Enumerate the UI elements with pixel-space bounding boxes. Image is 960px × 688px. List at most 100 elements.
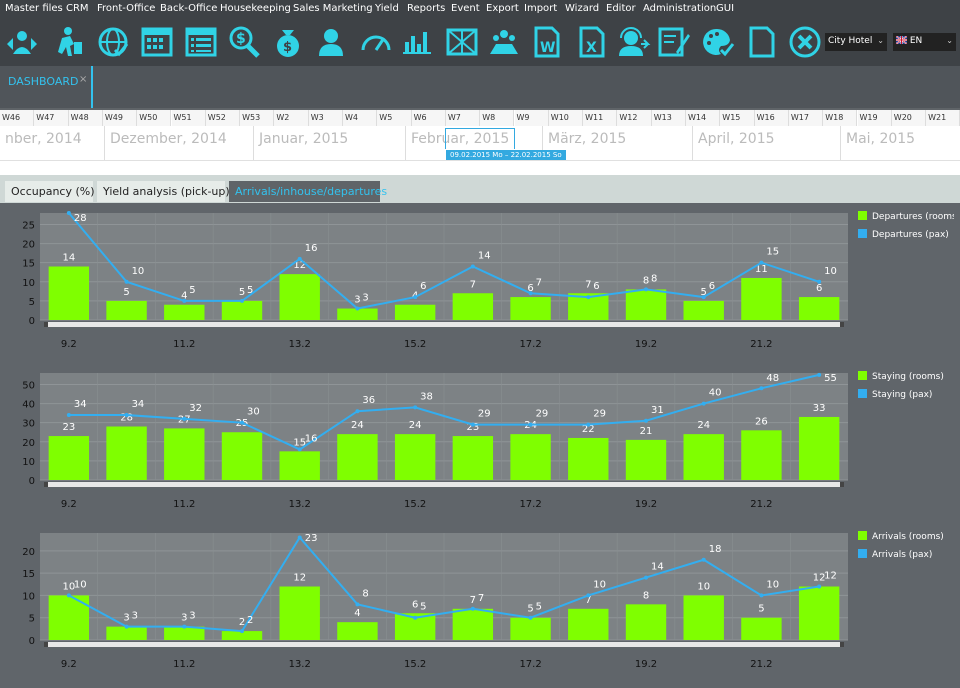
bar[interactable] [106, 426, 147, 481]
tab-dashboard[interactable]: DASHBOARD × [0, 66, 93, 108]
line-point[interactable] [124, 279, 129, 284]
departure-walker-button[interactable] [50, 24, 86, 60]
line-point[interactable] [413, 405, 418, 410]
line-point[interactable] [240, 420, 244, 425]
line-point[interactable] [528, 422, 533, 427]
tab-yield-analysis[interactable]: Yield analysis (pick-up) [97, 181, 230, 202]
line-point[interactable] [817, 584, 822, 589]
tab-arrivals-inhouse-departures[interactable]: Arrivals/inhouse/departures [229, 181, 387, 202]
bar[interactable] [625, 604, 667, 640]
week-cell[interactable]: W17 [788, 110, 824, 126]
chart-scrollbar[interactable] [44, 642, 844, 647]
line-point[interactable] [586, 422, 591, 427]
menu-import[interactable]: Import [524, 3, 558, 14]
week-cell[interactable]: W11 [583, 110, 618, 126]
line-point[interactable] [297, 535, 302, 540]
bar[interactable] [798, 297, 840, 320]
bar[interactable] [798, 416, 840, 480]
week-cell[interactable]: W20 [891, 110, 927, 126]
week-cell[interactable]: W14 [686, 110, 721, 126]
week-cell[interactable]: W46 [0, 110, 35, 126]
bar[interactable] [568, 437, 609, 480]
week-cell[interactable]: W50 [137, 110, 172, 126]
bar[interactable] [221, 432, 263, 480]
bar[interactable] [510, 434, 551, 480]
bar[interactable] [221, 300, 263, 320]
bar[interactable] [452, 436, 494, 480]
legend-label[interactable]: Arrivals (pax) [872, 550, 932, 560]
menu-front-office[interactable]: Front-Office [97, 3, 156, 14]
week-cell[interactable]: W51 [171, 110, 206, 126]
gauge-button[interactable] [358, 24, 394, 60]
week-cell[interactable]: W10 [548, 110, 584, 126]
line-point[interactable] [817, 372, 822, 377]
line-point[interactable] [124, 413, 129, 418]
line-point[interactable] [759, 593, 764, 598]
money-search-button[interactable]: $ [226, 24, 262, 60]
bar[interactable] [510, 297, 551, 320]
menu-editor[interactable]: Editor [606, 3, 636, 14]
scroll-handle-right[interactable] [840, 322, 844, 327]
word-document-button[interactable]: W [528, 24, 564, 60]
support-headset-button[interactable] [615, 24, 651, 60]
bar[interactable] [164, 304, 205, 320]
bar[interactable] [337, 622, 378, 640]
list-window-button[interactable] [183, 24, 219, 60]
line-point[interactable] [470, 264, 475, 269]
bar[interactable] [106, 300, 147, 320]
selected-range-handle[interactable] [445, 128, 515, 149]
line-point[interactable] [355, 409, 360, 414]
week-cell[interactable]: W16 [754, 110, 789, 126]
bar[interactable] [279, 274, 320, 320]
line-point[interactable] [586, 295, 591, 300]
line-point[interactable] [66, 413, 71, 418]
line-point[interactable] [817, 279, 822, 284]
line-point[interactable] [644, 575, 648, 580]
bar[interactable] [279, 586, 320, 641]
menu-sales-marketing[interactable]: Sales Marketing [293, 3, 373, 14]
hotel-select[interactable]: City Hotel ⌄ [825, 33, 887, 51]
week-cell[interactable]: W48 [68, 110, 103, 126]
bar[interactable] [683, 300, 724, 320]
edit-form-button[interactable] [656, 24, 692, 60]
legend-label[interactable]: Arrivals (rooms) [872, 532, 944, 542]
palette-check-button[interactable] [699, 24, 735, 60]
line-point[interactable] [528, 615, 533, 620]
scroll-handle-right[interactable] [840, 482, 844, 487]
line-point[interactable] [759, 260, 764, 265]
week-cell[interactable]: W7 [445, 110, 481, 126]
week-cell[interactable]: W4 [343, 110, 378, 126]
bar[interactable] [741, 617, 782, 640]
bar[interactable] [106, 626, 147, 640]
bar[interactable] [510, 617, 551, 640]
line-point[interactable] [701, 401, 706, 406]
line-point[interactable] [528, 291, 533, 296]
line-point[interactable] [355, 306, 360, 311]
week-cell[interactable]: W19 [857, 110, 892, 126]
bar[interactable] [48, 436, 90, 480]
bar[interactable] [683, 595, 724, 640]
bar[interactable] [164, 428, 205, 480]
timeline-navigator[interactable]: W46 W47 W48 W49 W50 W51 W52 W53 W2 W3 W4 W5 W6 W7 W8 W9… [0, 110, 960, 175]
menu-wizard[interactable]: Wizard [565, 3, 600, 14]
week-cell[interactable]: W6 [411, 110, 446, 126]
line-point[interactable] [644, 418, 648, 423]
guest-arrival-button[interactable] [4, 24, 40, 60]
bar[interactable] [452, 608, 494, 640]
money-bag-button[interactable]: $ [270, 24, 306, 60]
bar[interactable] [337, 434, 378, 480]
bar[interactable] [279, 451, 320, 480]
week-cell[interactable]: W3 [308, 110, 343, 126]
line-point[interactable] [644, 287, 648, 292]
menu-reports[interactable]: Reports [407, 3, 446, 14]
line-point[interactable] [701, 557, 706, 562]
line-point[interactable] [182, 416, 187, 421]
menu-yield[interactable]: Yield [375, 3, 399, 14]
conference-button[interactable] [486, 24, 522, 60]
week-cell[interactable]: W15 [720, 110, 755, 126]
week-cell[interactable]: W47 [34, 110, 69, 126]
bar-chart-button[interactable] [399, 24, 435, 60]
chart-scrollbar[interactable] [44, 322, 844, 327]
line-point[interactable] [470, 606, 475, 611]
week-cell[interactable]: W12 [617, 110, 652, 126]
